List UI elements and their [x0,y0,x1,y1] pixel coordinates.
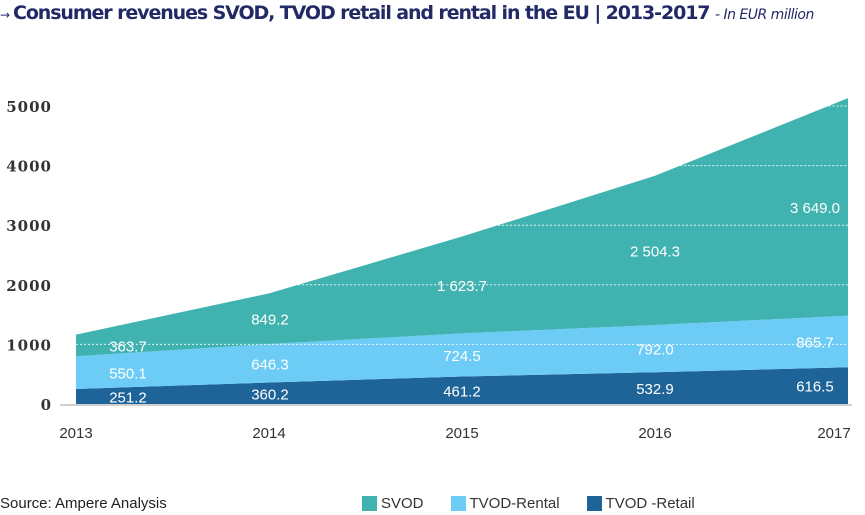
x-tick-label: 2017 [817,425,850,442]
y-tick-label: 1000 [6,336,52,354]
data-label: 2 504.3 [630,243,680,260]
area-svod [76,98,848,357]
x-tick-label: 2016 [638,425,671,442]
x-tick-label: 2015 [445,425,478,442]
area-tvod-retail [76,367,848,404]
area-tvod-rental [76,315,848,390]
data-label: 461.2 [443,383,481,400]
legend: SVOD TVOD-Rental TVOD -Retail [362,495,695,512]
source-note: Source: Ampere Analysis [0,495,167,512]
data-label: 849.2 [251,312,289,329]
data-label: 646.3 [251,356,289,373]
title-main: Consumer revenues SVOD, TVOD retail and … [12,2,711,24]
legend-swatch [362,496,377,511]
arrow-icon: → [0,8,10,22]
legend-item-tvod-retail: TVOD -Retail [586,495,695,512]
data-label: 792.0 [636,342,674,359]
chart-title: → Consumer revenues SVOD, TVOD retail and… [0,2,814,24]
data-label: 251.2 [109,390,147,407]
x-tick-label: 2014 [252,425,285,442]
legend-label: SVOD [381,495,424,512]
legend-item-tvod-rental: TVOD-Rental [450,495,560,512]
legend-label: TVOD-Rental [469,495,560,512]
x-tick-label: 2013 [59,425,92,442]
legend-swatch [586,496,602,511]
data-label: 3 649.0 [790,200,840,217]
y-tick-label: 5000 [6,98,52,116]
y-tick-label: 3000 [6,217,52,235]
y-tick-label: 0 [41,396,52,414]
y-tick-label: 4000 [6,158,52,176]
legend-swatch [450,496,466,511]
data-label: 363.7 [109,338,147,355]
data-label: 532.9 [636,381,674,398]
legend-label: TVOD -Retail [605,495,695,512]
data-label: 616.5 [796,379,834,396]
y-tick-label: 2000 [6,277,52,295]
data-label: 360.2 [251,386,289,403]
legend-item-svod: SVOD [362,495,424,512]
data-label: 1 623.7 [437,278,487,295]
data-label: 865.7 [796,334,834,351]
data-label: 550.1 [109,366,147,383]
data-label: 724.5 [443,348,481,365]
title-subtitle: - In EUR million [714,7,814,23]
